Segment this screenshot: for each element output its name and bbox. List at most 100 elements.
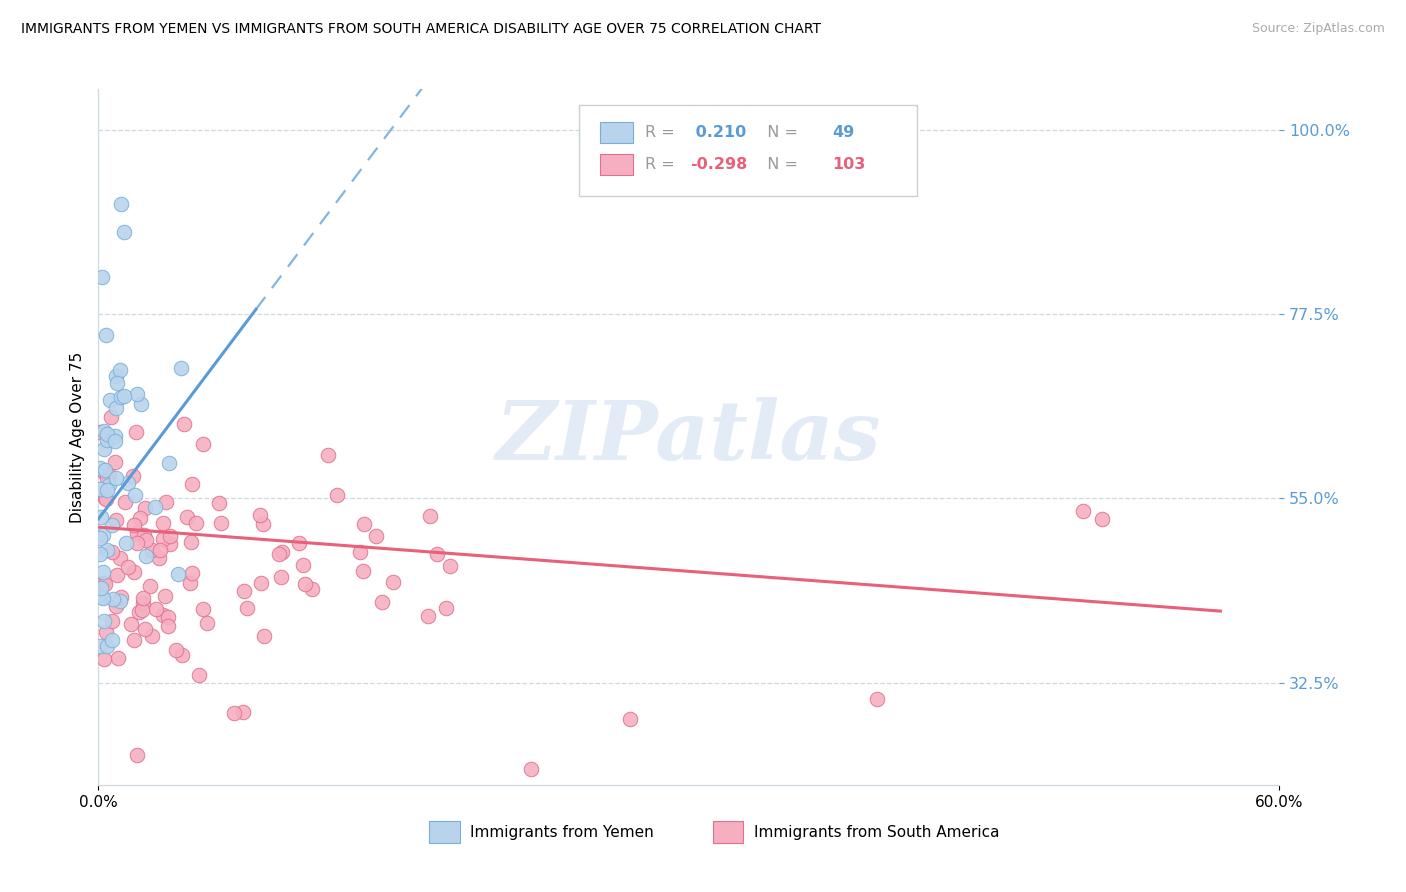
Point [134, 622, 156, 636]
Text: R =: R = [645, 157, 681, 172]
Point [110, 197, 132, 211]
Point [89, 483, 111, 497]
Point [112, 226, 135, 240]
Point [93, 465, 115, 479]
Text: R =: R = [645, 125, 681, 140]
Point [619, 713, 641, 727]
Point [110, 590, 132, 604]
Point [143, 500, 166, 515]
Point [91, 590, 114, 604]
Point [110, 550, 132, 565]
Point [89, 461, 111, 475]
Point [209, 516, 232, 530]
Point [159, 529, 181, 543]
Point [149, 542, 172, 557]
Point [318, 448, 340, 462]
Point [145, 601, 167, 615]
Point [93, 614, 115, 628]
Point [104, 428, 127, 442]
Text: N =: N = [758, 157, 804, 172]
Point [90, 581, 112, 595]
Point [349, 545, 371, 559]
Point [96, 639, 118, 653]
Point [110, 390, 132, 404]
Point [291, 558, 314, 572]
Point [176, 509, 198, 524]
Point [179, 575, 201, 590]
Point [93, 652, 115, 666]
Point [94, 491, 117, 506]
Point [235, 601, 257, 615]
Point [180, 477, 202, 491]
Point [103, 434, 125, 448]
Point [122, 632, 145, 647]
Point [125, 747, 148, 762]
Point [132, 528, 155, 542]
FancyBboxPatch shape [429, 822, 460, 844]
Point [131, 596, 153, 610]
Point [434, 601, 457, 615]
Point [165, 642, 187, 657]
Point [153, 589, 176, 603]
Point [170, 648, 193, 662]
Point [94, 491, 117, 505]
Point [301, 582, 323, 596]
Point [135, 533, 157, 547]
Point [128, 605, 150, 619]
Point [131, 591, 153, 605]
Point [270, 570, 292, 584]
Point [89, 425, 111, 439]
Point [364, 529, 387, 543]
Point [105, 368, 128, 383]
Point [249, 508, 271, 523]
Point [105, 376, 128, 391]
FancyBboxPatch shape [713, 822, 744, 844]
Point [129, 511, 152, 525]
Point [224, 706, 246, 721]
Point [353, 516, 375, 531]
Point [1071, 504, 1094, 518]
Point [252, 517, 274, 532]
Point [141, 629, 163, 643]
Point [416, 609, 439, 624]
Point [98, 393, 121, 408]
Point [193, 437, 215, 451]
Point [180, 566, 202, 581]
Point [98, 478, 121, 492]
Point [91, 576, 114, 591]
Point [124, 488, 146, 502]
Point [170, 361, 193, 376]
Point [152, 516, 174, 531]
Point [157, 619, 180, 633]
Text: IMMIGRANTS FROM YEMEN VS IMMIGRANTS FROM SOUTH AMERICA DISABILITY AGE OVER 75 CO: IMMIGRANTS FROM YEMEN VS IMMIGRANTS FROM… [21, 22, 821, 37]
Point [129, 397, 152, 411]
FancyBboxPatch shape [600, 154, 634, 175]
Text: 103: 103 [832, 157, 865, 172]
Point [107, 651, 129, 665]
Point [155, 494, 177, 508]
Point [91, 565, 114, 579]
Point [114, 536, 136, 550]
Point [104, 401, 127, 416]
Point [120, 617, 142, 632]
Point [100, 409, 122, 424]
Point [98, 467, 121, 482]
Point [94, 463, 117, 477]
Text: Source: ZipAtlas.com: Source: ZipAtlas.com [1251, 22, 1385, 36]
Point [152, 533, 174, 547]
Point [371, 595, 394, 609]
Point [104, 470, 127, 484]
Point [193, 601, 215, 615]
Point [267, 547, 290, 561]
Point [426, 547, 449, 561]
FancyBboxPatch shape [600, 122, 634, 143]
Text: Immigrants from Yemen: Immigrants from Yemen [471, 825, 654, 839]
Point [89, 531, 111, 545]
Point [122, 518, 145, 533]
Point [253, 629, 276, 643]
Point [1091, 512, 1114, 526]
Point [104, 455, 127, 469]
Text: N =: N = [758, 125, 804, 140]
Point [270, 545, 292, 559]
Point [96, 625, 118, 640]
